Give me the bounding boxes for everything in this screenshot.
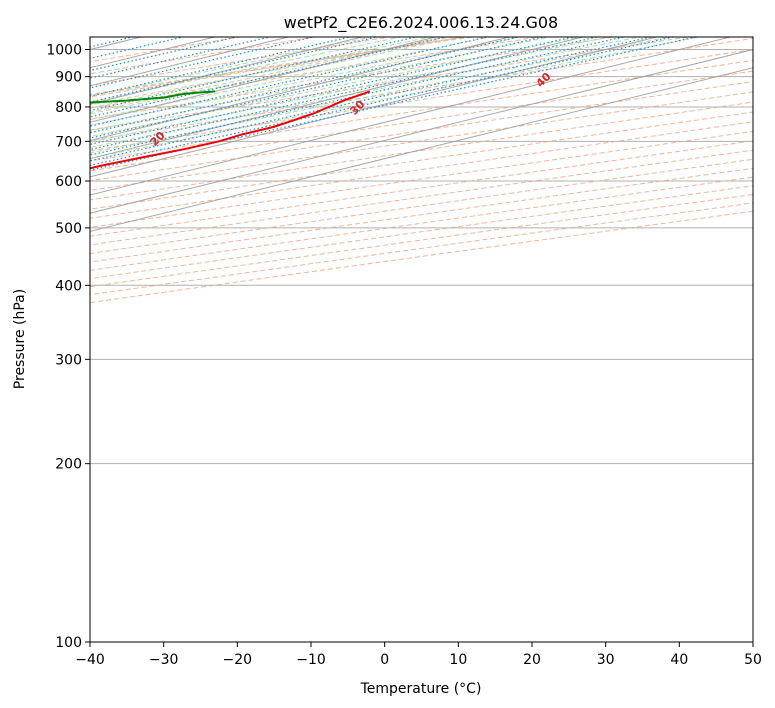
mixing-ratio-line	[90, 37, 317, 89]
x-tick-label: −20	[223, 652, 253, 668]
x-tick-label: 0	[380, 652, 389, 668]
dry-adiabats	[90, 37, 753, 304]
y-tick-label: 300	[55, 352, 82, 368]
mixing-ratio-line	[90, 37, 353, 97]
isotherm	[90, 67, 753, 232]
x-tick-label: 30	[597, 652, 615, 668]
y-axis-label: Pressure (hPa)	[12, 289, 28, 389]
plot-frame	[89, 36, 754, 643]
skewed-isotherms	[90, 37, 753, 232]
pressure-gridlines	[90, 49, 753, 642]
x-tick-label: −40	[75, 652, 105, 668]
mixing-ratio-line	[90, 37, 521, 134]
y-tick-label: 1000	[46, 43, 82, 59]
x-axis-label: Temperature (°C)	[360, 681, 482, 697]
x-axis-ticks: −40 −30 −20 −10 0 10 20 30 40 50	[75, 642, 762, 668]
y-axis-ticks: 100 200 300 400 500 600 700 800 900 1000	[46, 43, 90, 651]
isotherm	[90, 37, 585, 160]
isotherm	[90, 37, 512, 141]
x-tick-label: 40	[670, 652, 688, 668]
temperature-line	[90, 90, 371, 170]
mixing-ratio-line	[90, 37, 576, 146]
x-tick-label: 10	[449, 652, 467, 668]
y-tick-label: 800	[55, 100, 82, 116]
chart-title: wetPf2_C2E6.2024.006.13.24.G08	[284, 13, 558, 33]
x-tick-label: −30	[149, 652, 179, 668]
y-tick-label: 500	[55, 221, 82, 237]
y-tick-label: 600	[55, 174, 82, 190]
moist-adiabat	[90, 37, 612, 143]
y-tick-label: 900	[55, 70, 82, 86]
moist-adiabats	[90, 37, 702, 159]
x-tick-label: −10	[296, 652, 326, 668]
dry-adiabat	[90, 111, 753, 210]
y-tick-label: 700	[55, 134, 82, 150]
y-tick-label: 100	[55, 635, 82, 651]
mixing-ratio-line	[90, 37, 380, 103]
isotherm	[90, 37, 659, 178]
mixing-ratio-line	[90, 37, 654, 162]
y-tick-label: 200	[55, 457, 82, 473]
mixing-ratio-line	[90, 37, 600, 151]
moist-adiabat	[90, 37, 672, 154]
y-tick-label: 400	[55, 278, 82, 294]
x-tick-label: 50	[744, 652, 762, 668]
isotherm	[90, 37, 733, 196]
mixing-ratio-line	[90, 37, 676, 167]
x-tick-label: 20	[523, 652, 541, 668]
isotherm	[90, 49, 753, 214]
dry-adiabat	[90, 121, 753, 219]
moist-adiabat	[90, 37, 582, 138]
mixing-ratio-lines	[90, 37, 699, 171]
plot-area	[90, 37, 753, 642]
mixing-ratio-line	[90, 37, 627, 156]
sounding-profiles	[90, 90, 371, 170]
moist-adiabat	[90, 37, 702, 159]
